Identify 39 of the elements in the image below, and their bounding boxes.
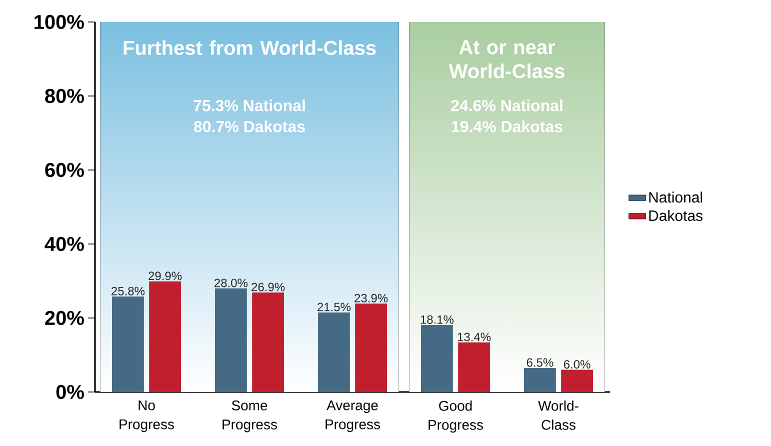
y-tick-label: 40% bbox=[44, 236, 84, 252]
x-tick-label: No Progress bbox=[120, 400, 174, 432]
bar bbox=[149, 281, 182, 392]
bar bbox=[561, 370, 594, 392]
legend-label: National bbox=[649, 192, 702, 203]
annotation: 75.3% National bbox=[194, 100, 305, 112]
annotation: 19.4% Dakotas bbox=[452, 120, 562, 132]
data-label: 21.5% bbox=[318, 302, 351, 312]
data-label: 6.5% bbox=[526, 358, 554, 367]
y-tick-label: 80% bbox=[45, 88, 84, 104]
x-tick-label: Average Progress bbox=[326, 400, 380, 432]
x-tick-label: Some Progress bbox=[222, 400, 278, 432]
data-label: 6.0% bbox=[564, 360, 590, 369]
data-label: 13.4% bbox=[458, 332, 491, 342]
data-label: 23.9% bbox=[354, 294, 388, 302]
y-tick-label: 60% bbox=[45, 162, 84, 178]
data-label: 29.9% bbox=[148, 272, 182, 280]
bar bbox=[458, 342, 490, 392]
annotation: 24.6% National bbox=[451, 100, 562, 112]
band-label: Furthest from World-Class bbox=[124, 40, 376, 56]
bar bbox=[112, 296, 144, 392]
bar bbox=[252, 292, 284, 392]
data-label: 25.8% bbox=[112, 286, 145, 296]
annotation: 80.7% Dakotas bbox=[194, 120, 305, 132]
bar bbox=[214, 288, 247, 392]
data-label: 18.1% bbox=[420, 315, 454, 324]
y-tick-label: 0% bbox=[56, 384, 84, 400]
legend-label: Dakotas bbox=[649, 210, 703, 221]
bar bbox=[524, 368, 556, 392]
y-tick-label: 20% bbox=[45, 310, 84, 326]
data-label: 26.9% bbox=[252, 282, 285, 292]
data-label: 28.0% bbox=[214, 278, 248, 288]
bar bbox=[420, 325, 453, 392]
bar bbox=[355, 304, 388, 392]
bar bbox=[318, 312, 350, 392]
y-tick-label: 100% bbox=[34, 14, 84, 30]
x-tick-label: World-Class bbox=[538, 400, 578, 430]
band-label: At or near World-Class bbox=[448, 40, 564, 78]
x-tick-label: Good Progress bbox=[428, 400, 484, 433]
